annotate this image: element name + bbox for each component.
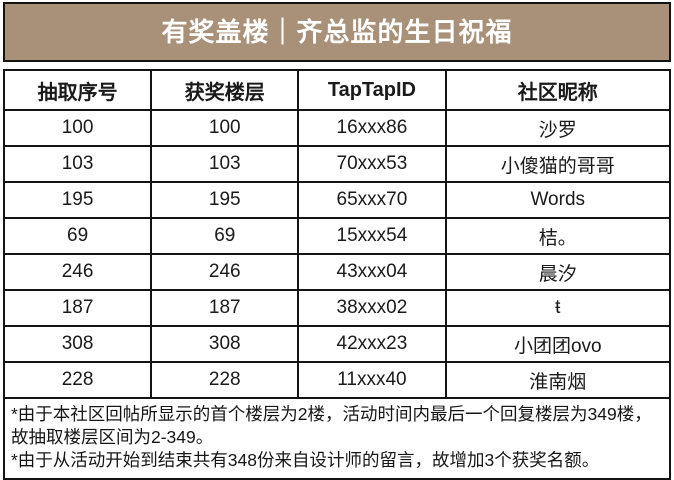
table-cell: 70xxx53	[297, 145, 447, 183]
table-cell: 沙罗	[444, 109, 672, 147]
table-cell: 100	[2, 109, 153, 147]
table-cell: 43xxx04	[297, 253, 447, 291]
table-cell: 195	[150, 181, 300, 219]
table-cell: 桔。	[444, 217, 672, 255]
column-header-winning-floor: 获奖楼层	[150, 69, 300, 111]
table-row: 246 246 43xxx04 晨汐	[2, 253, 672, 291]
table-cell: 308	[150, 325, 300, 363]
column-header-community-nickname: 社区昵称	[444, 69, 672, 111]
table-footer: *由于本社区回帖所显示的首个楼层为2楼，活动时间内最后一个回复楼层为349楼，故…	[3, 396, 671, 480]
table-cell: 15xxx54	[297, 217, 447, 255]
table-cell: 308	[2, 325, 153, 363]
table-cell: 65xxx70	[297, 181, 447, 219]
table-cell: 187	[2, 289, 153, 327]
page-title: 有奖盖楼｜齐总监的生日祝福	[161, 17, 513, 47]
table-cell: 103	[150, 145, 300, 183]
banner: 有奖盖楼｜齐总监的生日祝福	[3, 2, 671, 62]
footnote-floor-range: *由于本社区回帖所显示的首个楼层为2楼，活动时间内最后一个回复楼层为349楼，故…	[11, 404, 652, 448]
table-cell: 100	[150, 109, 300, 147]
column-header-draw-number: 抽取序号	[2, 69, 153, 111]
table-cell: 228	[150, 361, 300, 399]
table-cell: 69	[150, 217, 300, 255]
table-cell: 小傻猫的哥哥	[444, 145, 672, 183]
table-cell: 195	[2, 181, 153, 219]
table-cell: Words	[444, 181, 672, 219]
table-cell: 小团团ovo	[444, 325, 672, 363]
table-cell: 103	[2, 145, 153, 183]
column-header-taptap-id: TapTapID	[297, 69, 447, 111]
table-body: 100 100 16xxx86 沙罗 103 103 70xxx53 小傻猫的哥哥 195 195…	[2, 109, 672, 399]
table-cell: 淮南烟	[444, 361, 672, 399]
table-row: 187 187 38xxx02 ŧ	[2, 289, 672, 327]
table-cell: 187	[150, 289, 300, 327]
table-cell: 246	[2, 253, 153, 291]
header-row: 抽取序号 获奖楼层 TapTapID 社区昵称	[2, 69, 672, 111]
table-row: 228 228 11xxx40 淮南烟	[2, 361, 672, 399]
table-row: 100 100 16xxx86 沙罗	[2, 109, 672, 147]
table-cell: 11xxx40	[297, 361, 447, 399]
table-cell: ŧ	[444, 289, 672, 327]
footnotes-cell: *由于本社区回帖所显示的首个楼层为2楼，活动时间内最后一个回复楼层为349楼，故…	[3, 396, 671, 480]
table-cell: 38xxx02	[297, 289, 447, 327]
table-row: 308 308 42xxx23 小团团ovo	[2, 325, 672, 363]
footnote-extra-winners: *由于从活动开始到结束共有348份来自设计师的留言，故增加3个获奖名额。	[11, 450, 600, 471]
table-cell: 246	[150, 253, 300, 291]
footer-row: *由于本社区回帖所显示的首个楼层为2楼，活动时间内最后一个回复楼层为349楼，故…	[3, 396, 671, 480]
table-row: 69 69 15xxx54 桔。	[2, 217, 672, 255]
table-cell: 69	[2, 217, 153, 255]
table-cell: 42xxx23	[297, 325, 447, 363]
table-cell: 晨汐	[444, 253, 672, 291]
table-cell: 16xxx86	[297, 109, 447, 147]
table-row: 103 103 70xxx53 小傻猫的哥哥	[2, 145, 672, 183]
table-cell: 228	[2, 361, 153, 399]
prize-table: 抽取序号 获奖楼层 TapTapID 社区昵称 100 100 16xxx86 沙罗 1…	[2, 69, 672, 480]
table-header: 抽取序号 获奖楼层 TapTapID 社区昵称	[2, 69, 672, 111]
table-row: 195 195 65xxx70 Words	[2, 181, 672, 219]
